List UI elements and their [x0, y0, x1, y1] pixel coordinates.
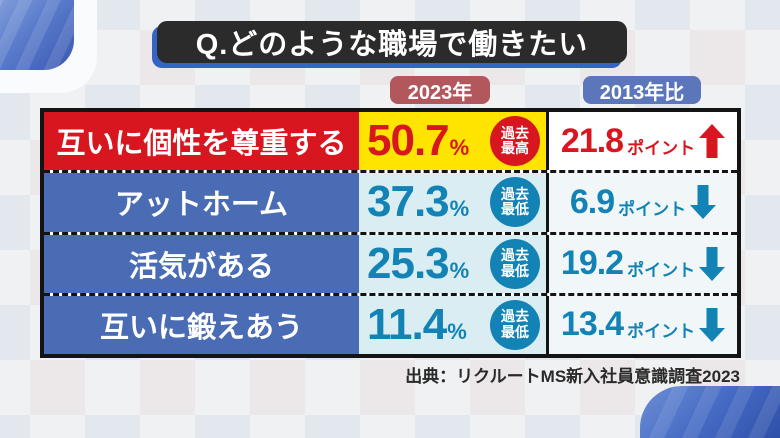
record-low-badge: 過去 最低: [490, 238, 540, 289]
question-title: Q.どのような職場で働きたい: [195, 29, 589, 61]
down-arrow-icon: [690, 185, 717, 220]
row-label-cell: 活気がある: [44, 234, 359, 293]
comparison-cell: 13.4 ポイント: [549, 295, 737, 354]
table-row: 互いに鍛えあう 11.4 % 過去 最低 13.4 ポイント: [44, 292, 737, 354]
percent-value: 11.4 %: [367, 299, 467, 349]
source-attribution: 出典：リクルートMS新入社員意識調査2023: [405, 367, 740, 386]
comparison-cell: 21.8 ポイント: [549, 112, 737, 171]
value-cell-2023: 25.3 % 過去 最低: [359, 234, 549, 293]
record-high-badge: 過去 最高: [490, 116, 540, 167]
row-label: アットホーム: [114, 189, 289, 222]
record-low-badge: 過去 最低: [490, 177, 540, 228]
row-label-cell: アットホーム: [44, 173, 359, 232]
table-row: アットホーム 37.3 % 過去 最低 6.9 ポイント: [44, 170, 737, 232]
percent-value: 25.3 %: [367, 238, 470, 288]
row-label-cell: 互いに個性を尊重する: [44, 112, 359, 171]
row-label: 活気がある: [128, 250, 274, 283]
value-cell-2023: 11.4 % 過去 最低: [359, 295, 549, 354]
table-row: 活気がある 25.3 % 過去 最低 19.2 ポイント: [44, 231, 737, 293]
question-title-bar: Q.どのような職場で働きたい: [157, 21, 627, 63]
corner-decoration-bottom-right: [640, 386, 780, 438]
value-cell-2023: 37.3 % 過去 最低: [359, 173, 549, 232]
comparison-cell: 6.9 ポイント: [549, 173, 737, 232]
percent-value: 50.7 %: [367, 116, 470, 166]
row-label: 互いに鍛えあう: [99, 311, 303, 344]
up-arrow-icon: [699, 124, 726, 159]
record-low-badge: 過去 最低: [490, 299, 540, 350]
percent-value: 37.3 %: [367, 177, 470, 227]
down-arrow-icon: [699, 246, 726, 281]
value-cell-2023: 50.7 % 過去 最高: [359, 112, 549, 171]
row-label: 互いに個性を尊重する: [56, 128, 347, 161]
survey-results-table: 互いに個性を尊重する 50.7 % 過去 最高 21.8 ポイント: [40, 108, 741, 358]
column-header-2023: 2023年: [390, 76, 490, 104]
row-label-cell: 互いに鍛えあう: [44, 295, 359, 354]
down-arrow-icon: [699, 307, 726, 342]
table-row: 互いに個性を尊重する 50.7 % 過去 最高 21.8 ポイント: [44, 112, 737, 171]
corner-decoration-top-left: [0, 0, 74, 70]
comparison-cell: 19.2 ポイント: [549, 234, 737, 293]
column-header-2013-comparison: 2013年比: [583, 76, 701, 104]
